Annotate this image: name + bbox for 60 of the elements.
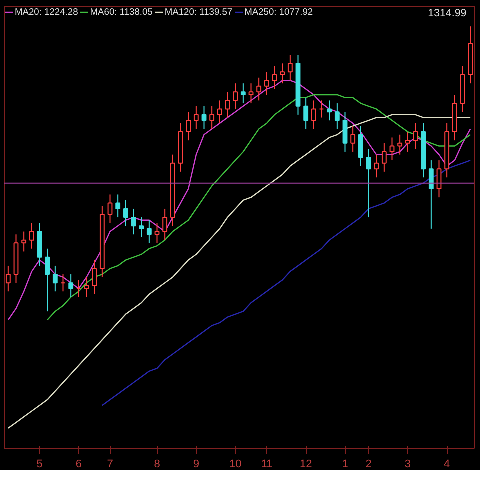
candlestick	[327, 100, 332, 122]
candlestick	[366, 148, 372, 218]
candlestick	[139, 217, 144, 238]
candlestick	[358, 126, 364, 167]
legend-label: MA120: 1139.57	[164, 7, 233, 17]
x-tick-label: 10	[229, 458, 242, 470]
candlestick	[405, 132, 410, 152]
candlestick	[374, 154, 380, 178]
candlestick	[390, 137, 395, 162]
x-tick-label: 5	[36, 458, 43, 470]
x-tick-label: 9	[193, 458, 200, 470]
candlestick	[52, 265, 58, 292]
candlestick	[210, 106, 215, 130]
x-tick-label: 3	[404, 458, 411, 470]
x-tick-label: 12	[300, 458, 312, 470]
x-tick-label: 6	[76, 458, 82, 470]
candlestick	[92, 260, 98, 295]
candlestick	[68, 274, 74, 298]
candlestick	[194, 106, 199, 130]
candlestick	[311, 100, 316, 130]
candlestick	[116, 194, 121, 218]
candlestick	[304, 97, 309, 130]
candlestick	[45, 248, 50, 312]
candlestick	[334, 103, 340, 130]
candlestick	[217, 100, 222, 124]
candlestick	[202, 106, 207, 130]
legend-label: MA60: 1138.05	[90, 7, 153, 17]
text: 1314.99	[428, 8, 467, 20]
candlestick	[350, 126, 356, 152]
candlestick	[272, 66, 278, 90]
x-tick-label: 1	[342, 458, 348, 470]
candlestick	[162, 208, 168, 241]
candlestick	[22, 231, 27, 252]
legend-label: MA250: 1077.92	[244, 7, 314, 17]
candlestick	[280, 63, 286, 84]
candlestick	[123, 200, 128, 227]
candlestick	[428, 160, 434, 230]
candlestick	[288, 54, 293, 82]
candlestick	[146, 220, 152, 244]
candlestick	[225, 92, 230, 118]
x-tick-label: 4	[444, 458, 450, 470]
candlestick	[186, 112, 192, 142]
x-tick-label: 8	[154, 458, 160, 470]
x-tick-label: 2	[366, 458, 372, 470]
candlestick	[413, 122, 418, 150]
candlestick	[256, 77, 262, 102]
candlestick	[131, 208, 136, 236]
x-tick-label: 11	[261, 458, 273, 470]
candlestick	[248, 83, 254, 104]
candlestick	[233, 83, 238, 110]
candlestick	[108, 194, 113, 224]
legend-label: MA20: 1224.28	[15, 7, 78, 17]
x-tick-label: 7	[107, 458, 114, 470]
candlestick	[398, 134, 403, 156]
candlestick	[29, 222, 34, 250]
candlestick	[264, 72, 270, 96]
candlestick	[84, 276, 90, 298]
candlestick	[382, 142, 387, 172]
candlestick	[240, 83, 246, 104]
candlestick	[342, 112, 348, 152]
